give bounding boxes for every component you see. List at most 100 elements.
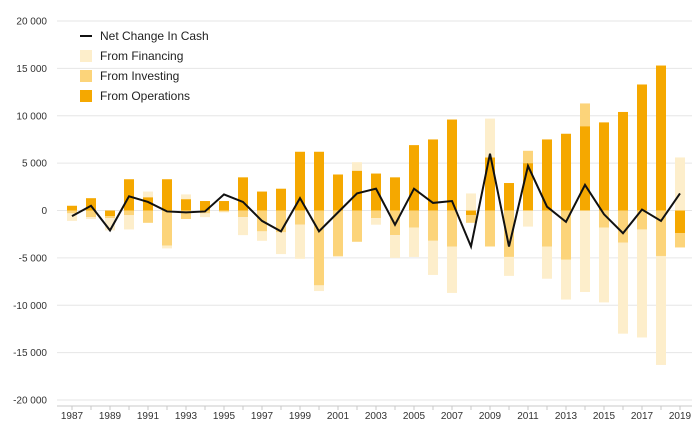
bar-from-investing-2009: [485, 210, 495, 247]
bar-from-operations-2009: [485, 157, 495, 211]
legend-swatch-from-investing: [80, 70, 92, 82]
bar-from-investing-2015: [599, 210, 609, 228]
x-tick-label: 1987: [61, 411, 84, 422]
bar-from-financing-2001: [333, 255, 343, 257]
legend-label-from-operations: From Operations: [100, 89, 190, 103]
bar-from-financing-2006: [428, 240, 438, 275]
bar-from-operations-1993: [181, 199, 191, 211]
bar-from-operations-2015: [599, 122, 609, 211]
bar-from-investing-1995: [219, 210, 229, 212]
x-tick-label: 2009: [479, 411, 502, 422]
bar-from-operations-2019: [675, 210, 685, 234]
bar-from-operations-2018: [656, 65, 666, 211]
y-tick-label: -10 000: [13, 301, 47, 312]
x-tick-label: 2017: [631, 411, 654, 422]
bar-from-financing-1987: [67, 213, 77, 221]
bar-from-operations-2013: [561, 133, 571, 211]
x-tick-label: 1999: [289, 411, 312, 422]
x-tick-label: 1993: [175, 411, 198, 422]
bar-from-financing-2014: [580, 210, 590, 292]
bar-from-financing-1999: [295, 224, 305, 259]
bar-from-investing-2008: [466, 215, 476, 223]
bar-from-operations-1994: [200, 201, 210, 211]
line-net-change-in-cash: [71, 153, 681, 250]
bar-from-investing-1998: [276, 210, 286, 233]
x-tick-label: 1989: [99, 411, 122, 422]
bar-from-operations-1988: [86, 198, 96, 211]
bar-from-financing-2000: [314, 285, 324, 292]
bar-from-operations-1989: [105, 210, 115, 217]
bar-from-investing-2005: [409, 210, 419, 228]
bar-from-operations-2017: [637, 84, 647, 211]
bar-from-investing-1992: [162, 210, 172, 246]
x-tick-label: 2005: [403, 411, 426, 422]
bar-from-financing-2011: [523, 210, 533, 227]
bar-from-operations-2005: [409, 145, 419, 211]
bar-from-operations-1987: [67, 205, 77, 211]
x-tick-label: 1997: [251, 411, 274, 422]
bar-from-financing-1988: [86, 217, 96, 220]
bar-from-financing-1994: [200, 213, 210, 218]
y-tick-label: 0: [41, 206, 47, 217]
bar-from-investing-1988: [86, 210, 96, 218]
bar-marks: [67, 65, 685, 365]
bar-from-operations-1991: [143, 197, 153, 211]
x-tick-label: 1991: [137, 411, 160, 422]
bar-from-operations-2006: [428, 139, 438, 211]
bar-from-operations-1996: [238, 177, 248, 211]
bar-from-financing-2002: [352, 162, 362, 171]
x-tick-label: 1995: [213, 411, 236, 422]
x-tick-label: 2015: [593, 411, 616, 422]
bar-from-financing-2016: [618, 242, 628, 334]
legend-swatch-from-financing: [80, 50, 92, 62]
y-tick-label: -5 000: [19, 253, 48, 264]
bar-from-operations-2001: [333, 174, 343, 211]
bar-from-investing-2001: [333, 210, 343, 256]
bar-from-operations-2008: [466, 210, 476, 216]
bar-from-operations-2010: [504, 183, 514, 211]
bar-from-financing-1998: [276, 232, 286, 255]
bar-from-investing-2016: [618, 210, 628, 243]
legend-swatch-from-operations: [80, 90, 92, 102]
x-tick-label: 2003: [365, 411, 388, 422]
bar-from-financing-2003: [371, 218, 381, 225]
bar-from-investing-1999: [295, 210, 305, 225]
bar-from-financing-1989: [105, 218, 115, 231]
bar-from-financing-1991: [143, 191, 153, 198]
y-tick-label: -20 000: [13, 396, 47, 407]
bar-from-financing-2017: [637, 229, 647, 338]
x-tick-label: 2011: [517, 411, 539, 422]
bar-from-investing-2000: [314, 210, 324, 286]
bar-from-investing-2017: [637, 210, 647, 230]
bar-from-investing-1993: [181, 210, 191, 220]
bar-from-investing-2011: [523, 150, 533, 164]
bar-from-financing-2009: [485, 118, 495, 158]
net-change-line: [71, 153, 681, 250]
legend: Net Change In Cash From Financing From Inv…: [80, 29, 209, 103]
bar-from-investing-1991: [143, 210, 153, 223]
bar-from-financing-2005: [409, 227, 419, 257]
legend-label-net-change-in-cash: Net Change In Cash: [100, 29, 209, 43]
bar-from-investing-1987: [67, 210, 77, 214]
bar-from-financing-1996: [238, 217, 248, 236]
y-tick-label: 5 000: [22, 159, 47, 170]
bar-from-financing-2008: [466, 193, 476, 211]
bar-from-investing-2007: [447, 210, 457, 247]
x-tick-label: 2007: [441, 411, 464, 422]
bar-from-operations-2016: [618, 111, 628, 211]
bar-from-operations-2014: [580, 126, 590, 211]
bar-from-operations-1995: [219, 201, 229, 211]
x-axis: 1987 1989 1991 1993 1995 1997 1999 2001 2003 2005…: [57, 405, 692, 422]
bar-from-investing-2014: [580, 103, 590, 127]
bar-from-operations-1997: [257, 191, 267, 211]
bar-from-operations-1998: [276, 188, 286, 211]
bar-from-operations-2007: [447, 119, 457, 211]
bar-from-financing-1997: [257, 231, 267, 241]
bar-from-operations-2011: [523, 163, 533, 211]
bar-from-operations-2002: [352, 170, 362, 211]
bar-from-operations-2003: [371, 173, 381, 211]
y-tick-label: 20 000: [16, 17, 47, 28]
bar-from-operations-2004: [390, 177, 400, 211]
bar-from-investing-2002: [352, 210, 362, 242]
